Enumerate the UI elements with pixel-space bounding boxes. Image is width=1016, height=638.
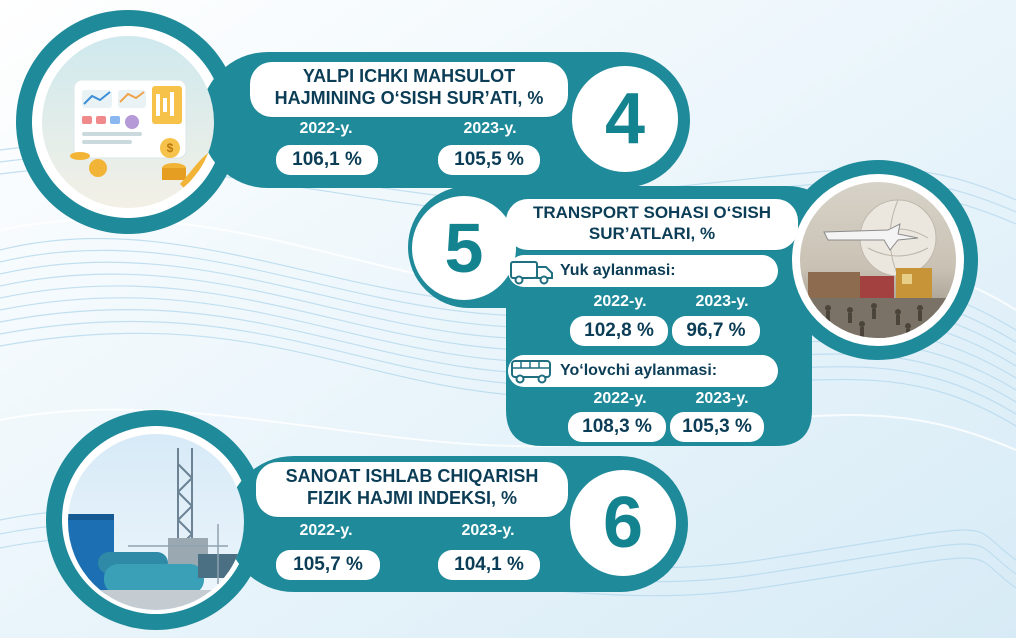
block-4-title-line2: HAJMINING O‘SISH SUR’ATI, % (274, 88, 544, 108)
block-6-year-2022: 2022-y. (299, 522, 353, 539)
block-5-title: TRANSPORT SOHASI O‘SISH SUR’ATLARI, % (506, 199, 798, 250)
block-4-value-2023: 105,5 % (438, 145, 540, 175)
block-5-freight-year-2022: 2022-y. (593, 293, 647, 310)
block-4-title: YALPI ICHKI MAHSULOT HAJMINING O‘SISH SU… (250, 62, 568, 117)
block-5-freight-year-2023: 2023-y. (695, 293, 749, 310)
block-4-title-line1: YALPI ICHKI MAHSULOT (302, 66, 516, 86)
finance-dashboard-image: $ (42, 36, 214, 208)
block-5-passenger-label: Yo‘lovchi aylanmasi: (560, 362, 718, 379)
block-6-value-2023: 104,1 % (438, 550, 540, 580)
block-5-passenger-label-pill: Yo‘lovchi aylanmasi: (508, 355, 778, 387)
block-6-value-2022: 105,7 % (276, 550, 380, 580)
block-5-passenger-value-2023: 105,3 % (670, 412, 764, 442)
bus-icon (511, 360, 551, 384)
transport-globe-image (800, 182, 956, 338)
block-5-freight-label: Yuk aylanmasi: (560, 262, 676, 279)
block-4-year-2022: 2022-y. (299, 120, 353, 137)
block-5-title-line2: SUR’ATLARI, % (588, 224, 716, 243)
truck-icon (510, 261, 553, 285)
block-4-value-2022: 106,1 % (276, 145, 378, 175)
block-5-title-line1: TRANSPORT SOHASI O‘SISH (532, 203, 772, 222)
block-6-number: 6 (570, 470, 676, 576)
block-6-title-line2: FIZIK HAJMI INDEKSI, % (306, 488, 517, 508)
block-5-freight-value-2022: 102,8 % (570, 316, 668, 346)
block-5-passenger-year-2022: 2022-y. (593, 390, 647, 407)
block-4-number: 4 (572, 66, 678, 172)
block-6-title-line1: SANOAT ISHLAB CHIQARISH (285, 466, 539, 486)
block-5-freight-label-pill: Yuk aylanmasi: (508, 255, 778, 287)
block-5-freight-value-2023: 96,7 % (672, 316, 760, 346)
industrial-plant-image (68, 434, 244, 610)
block-5-passenger-year-2023: 2023-y. (695, 390, 749, 407)
block-5-passenger-value-2022: 108,3 % (568, 412, 666, 442)
block-4-year-2023: 2023-y. (463, 120, 517, 137)
svg-text:$: $ (167, 141, 174, 155)
block-6-year-2023: 2023-y. (461, 522, 515, 539)
block-5-number: 5 (412, 196, 516, 300)
block-6-title: SANOAT ISHLAB CHIQARISH FIZIK HAJMI INDE… (256, 462, 568, 517)
